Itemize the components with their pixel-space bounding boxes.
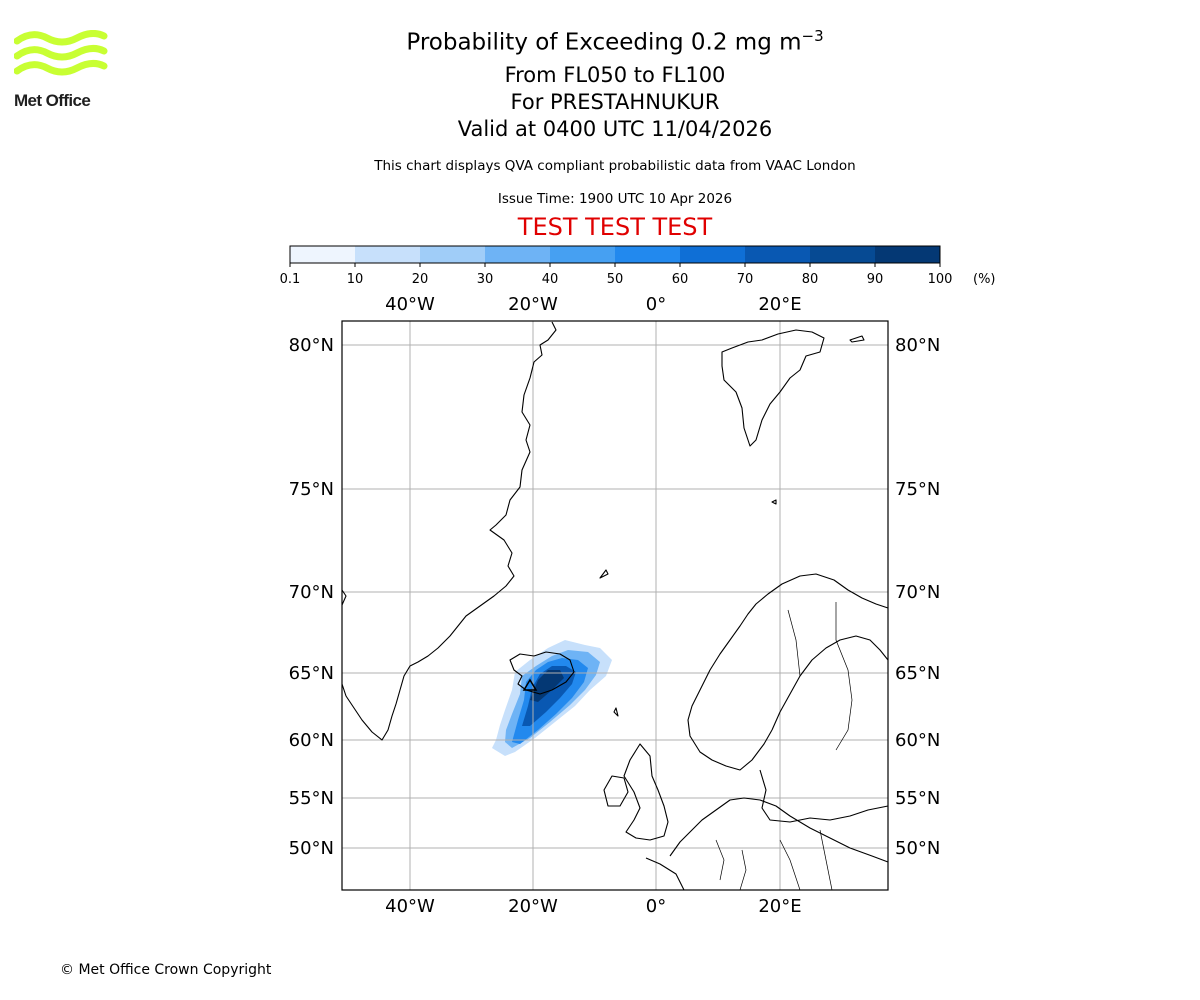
colorbar-tick-label: 80	[802, 272, 819, 287]
lat-label-left-3: 70°N	[289, 582, 334, 603]
lat-label-left-4: 65°N	[289, 663, 334, 684]
colorbar-segment	[680, 246, 746, 263]
greenland-coast	[341, 321, 557, 741]
continent	[669, 797, 889, 863]
title-line-2: From FL050 to FL100	[504, 63, 726, 87]
country-borders	[715, 602, 853, 891]
svalbard	[721, 329, 825, 447]
british-isles	[623, 743, 669, 841]
colorbar-unit: (%)	[973, 272, 996, 287]
logo-text: Met Office	[14, 91, 91, 110]
colorbar-tick-label: 70	[737, 272, 754, 287]
colorbar-tick-label: 10	[347, 272, 364, 287]
issue-time: Issue Time: 1900 UTC 10 Apr 2026	[497, 191, 733, 207]
chart-title: Probability of Exceeding 0.2 mg m−3	[0, 27, 1200, 56]
colorbar-tick-label: 40	[542, 272, 559, 287]
colorbar-tick-label: 50	[607, 272, 624, 287]
lon-label-top-2: 20°W	[508, 294, 558, 315]
bear-island	[771, 499, 777, 505]
lon-label-bottom-4: 20°E	[758, 896, 801, 917]
colorbar-segment	[550, 246, 616, 263]
lat-label-left-2: 75°N	[289, 479, 334, 500]
colorbar-segment	[355, 246, 421, 263]
lat-label-right-6: 55°N	[895, 788, 940, 809]
ash-probability-plume	[492, 640, 612, 756]
coastlines	[341, 321, 889, 891]
colorbar-tick-label: 20	[412, 272, 429, 287]
volcano-marker-icon	[522, 678, 538, 691]
iceland-coast	[509, 651, 575, 695]
greenland-north-edge	[341, 589, 347, 606]
colorbar-tick-label: 0.1	[280, 272, 301, 287]
colorbar-segment	[810, 246, 876, 263]
colorbar-segment	[745, 246, 811, 263]
jan-mayen	[599, 569, 609, 579]
met-office-logo-icon	[14, 30, 108, 76]
colorbar-tick-label: 60	[672, 272, 689, 287]
lon-label-top-1: 40°W	[385, 294, 435, 315]
colorbar: 0.1 10 20 30 40 50 60 70 80 90 100 (%)	[280, 245, 996, 287]
lat-label-left-5: 60°N	[289, 730, 334, 751]
lat-label-left-7: 50°N	[289, 838, 334, 859]
ireland	[603, 775, 629, 807]
colorbar-tick-label: 30	[477, 272, 494, 287]
colorbar-segment	[420, 246, 486, 263]
lat-label-right-5: 60°N	[895, 730, 940, 751]
colorbar-segment	[485, 246, 551, 263]
lat-label-right-7: 50°N	[895, 838, 940, 859]
faroes	[613, 707, 619, 717]
colorbar-segment	[615, 246, 681, 263]
colorbar-segment	[875, 246, 941, 263]
test-banner: TEST TEST TEST	[517, 213, 713, 241]
map-frame-background	[342, 321, 888, 890]
title-line-1: Probability of Exceeding 0.2 mg m	[406, 29, 802, 56]
lat-label-right-1: 80°N	[895, 335, 940, 356]
colorbar-tick-label: 100	[928, 272, 953, 287]
colorbar-tick-label: 90	[867, 272, 884, 287]
title-line-3: For PRESTAHNUKUR	[510, 90, 720, 114]
lon-label-top-4: 20°E	[758, 294, 801, 315]
map-gridlines	[342, 321, 888, 890]
lat-label-right-4: 65°N	[895, 663, 940, 684]
sweden-finland	[771, 635, 889, 731]
lon-label-top-3: 0°	[646, 294, 666, 315]
lat-label-right-3: 70°N	[895, 582, 940, 603]
lon-label-bottom-3: 0°	[646, 896, 666, 917]
plume-core	[522, 666, 576, 726]
lat-label-right-2: 75°N	[895, 479, 940, 500]
title-line-4: Valid at 0400 UTC 11/04/2026	[457, 117, 773, 141]
baltic-coast	[759, 769, 889, 823]
colorbar-segment	[290, 246, 356, 263]
lat-label-left-6: 55°N	[289, 788, 334, 809]
lon-label-bottom-1: 40°W	[385, 896, 435, 917]
lon-label-bottom-2: 20°W	[508, 896, 558, 917]
france-coast	[645, 857, 685, 891]
map-frame	[341, 320, 889, 891]
subtitle: This chart displays QVA compliant probab…	[374, 158, 856, 174]
title-exponent: −3	[801, 27, 824, 45]
copyright-notice: © Met Office Crown Copyright	[60, 962, 272, 978]
franz-josef-land	[849, 335, 865, 343]
norway-coast	[687, 573, 889, 771]
lat-label-left-1: 80°N	[289, 335, 334, 356]
